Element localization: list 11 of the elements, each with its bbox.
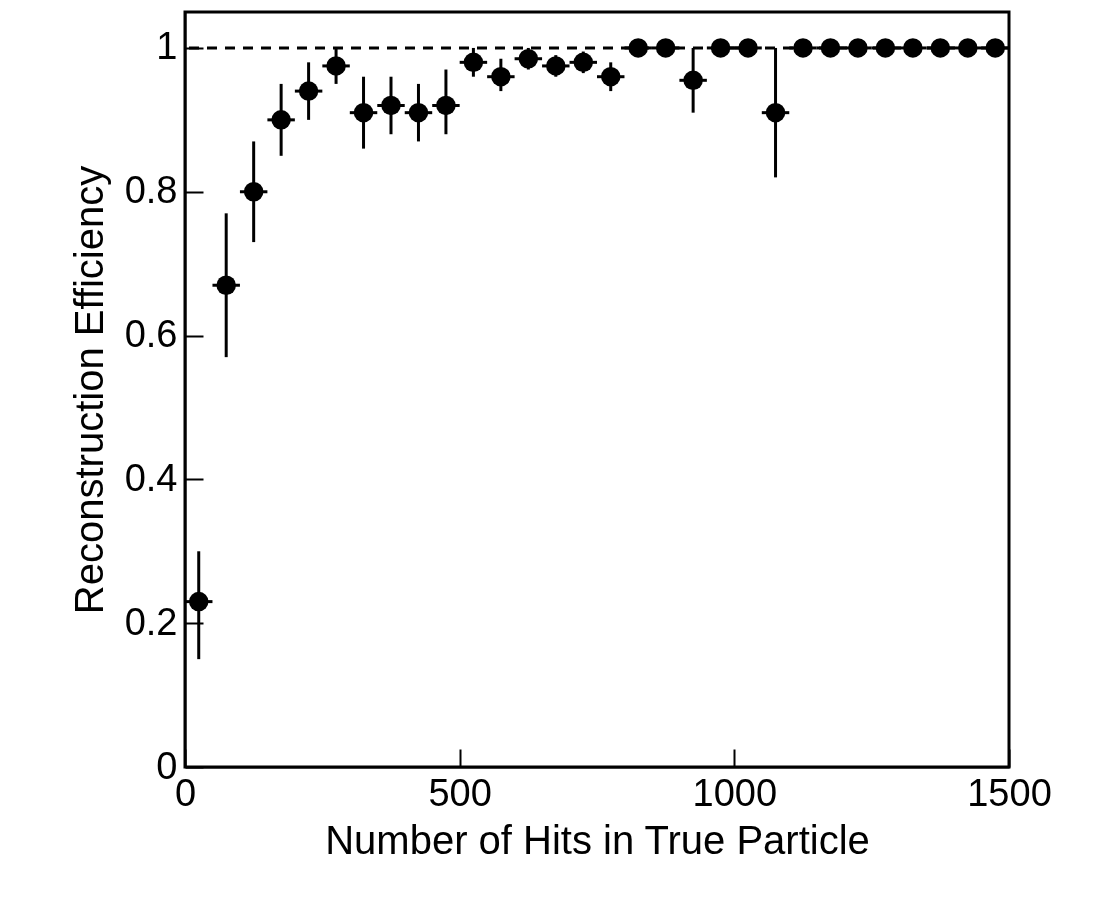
y-tick-label: 1 [156,25,178,68]
x-tick-label: 1000 [692,771,778,814]
y-tick-label: 0 [156,744,178,787]
y-tick-label: 0.8 [124,169,178,212]
x-tick-label: 500 [428,771,492,814]
x-axis-title: Number of Hits in True Particle [325,817,870,862]
y-tick-label: 0.2 [124,600,178,643]
y-tick-label: 0.4 [124,456,178,499]
x-tick-label: 1500 [967,771,1052,814]
y-tick-label: 0.6 [124,313,178,356]
y-axis-title: Reconstruction Efficiency [66,165,111,615]
